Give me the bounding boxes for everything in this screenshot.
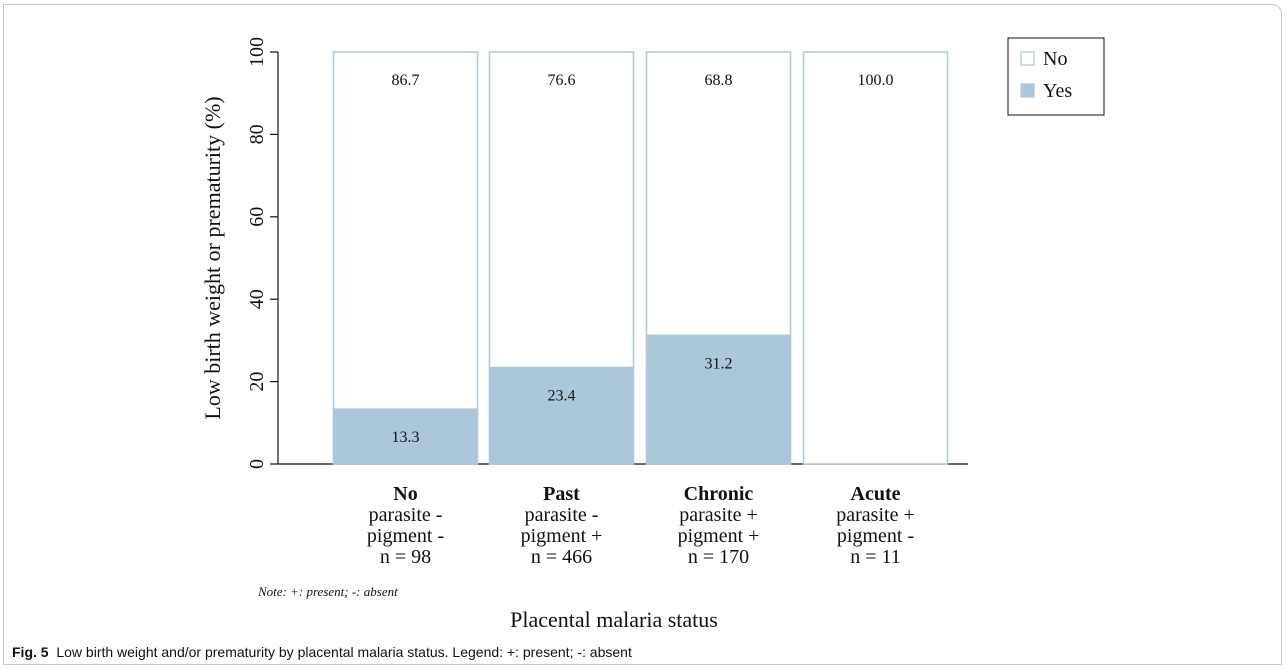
data-label-no: 68.8 <box>705 72 733 89</box>
bar-segment-no <box>488 51 635 369</box>
bar-segment-yes <box>488 366 635 465</box>
stacked-bar-chart: 0 20 40 60 80 100 86.7 13.3 76.6 23.4 68.8 31.2 100… <box>200 37 1105 632</box>
y-tick-label: 100 <box>246 37 268 67</box>
bar-segment-no <box>802 51 949 465</box>
y-axis-label: Low birth weight or prematurity (%) <box>200 96 225 419</box>
category-detail: parasite + <box>679 504 757 526</box>
category-detail: n = 98 <box>380 546 431 568</box>
legend-box <box>1007 37 1105 116</box>
category-title: No <box>393 483 417 505</box>
figure-frame <box>3 4 1282 665</box>
category-detail: pigment - <box>837 525 914 547</box>
data-label-no: 76.6 <box>548 72 576 89</box>
category-detail: pigment + <box>678 525 760 547</box>
figure-caption: Fig. 5 Low birth weight and/or prematuri… <box>12 644 632 660</box>
legend-label-yes: Yes <box>1043 80 1072 102</box>
x-axis-label: Placental malaria status <box>510 607 718 632</box>
category-detail: parasite - <box>369 504 443 526</box>
category-detail: parasite - <box>525 504 599 526</box>
caption-label: Fig. 5 <box>12 644 49 660</box>
category-title: Chronic <box>684 483 754 505</box>
category-detail: parasite + <box>836 504 914 526</box>
legend-swatch-no <box>1020 51 1035 66</box>
bar-segment-yes <box>645 334 792 465</box>
category-detail: n = 170 <box>688 546 749 568</box>
category-detail: pigment + <box>521 525 603 547</box>
legend: No Yes <box>1007 37 1105 116</box>
chart-note: Note: +: present; -: absent <box>257 584 398 599</box>
category-title: Past <box>543 483 580 505</box>
y-tick-label: 40 <box>246 289 268 309</box>
y-tick-label: 20 <box>246 372 268 392</box>
category-detail: n = 11 <box>850 546 901 568</box>
y-tick-label: 80 <box>246 124 268 144</box>
bars: 86.7 13.3 76.6 23.4 68.8 31.2 100.0 <box>332 51 949 465</box>
bar-segment-no <box>645 51 792 337</box>
bar-segment-no <box>332 51 479 410</box>
data-label-no: 100.0 <box>858 72 894 89</box>
category-detail: pigment - <box>367 525 444 547</box>
y-tick-label: 0 <box>246 459 268 469</box>
category-title: Acute <box>851 483 901 505</box>
data-label-no: 86.7 <box>392 72 420 89</box>
data-label-yes: 13.3 <box>392 429 420 446</box>
y-tick-label: 60 <box>246 207 268 227</box>
legend-label-no: No <box>1043 48 1067 70</box>
bar-segment-yes <box>332 408 479 465</box>
data-label-yes: 23.4 <box>548 388 576 405</box>
legend-swatch-yes <box>1020 83 1035 98</box>
caption-text: Low birth weight and/or prematurity by p… <box>56 644 632 660</box>
data-label-yes: 31.2 <box>705 355 733 372</box>
category-detail: n = 466 <box>531 546 592 568</box>
